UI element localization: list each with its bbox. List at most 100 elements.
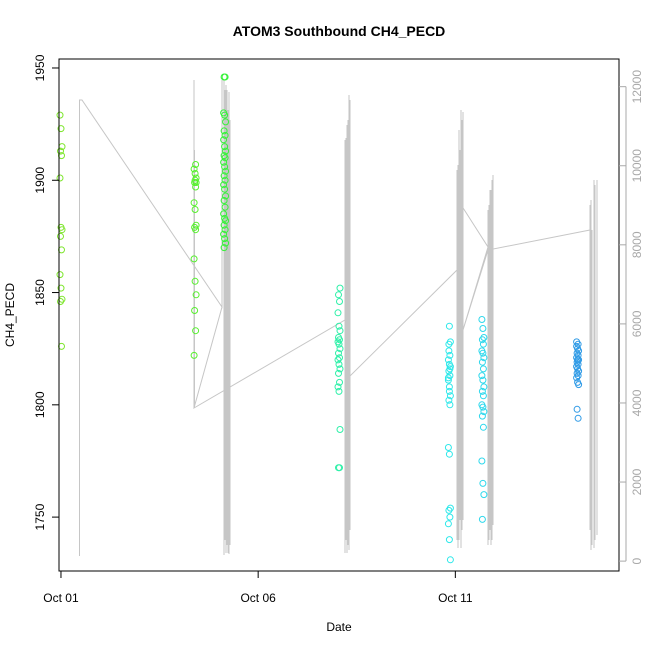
data-point <box>222 192 230 200</box>
data-points-layer <box>56 73 583 564</box>
data-point <box>335 291 342 299</box>
data-point <box>479 403 487 411</box>
data-point <box>334 356 342 364</box>
data-point <box>480 408 488 416</box>
data-point <box>479 392 487 400</box>
data-point <box>478 316 486 323</box>
data-point <box>221 143 229 151</box>
data-point <box>478 358 486 366</box>
data-point <box>221 235 229 243</box>
data-point <box>220 210 228 218</box>
data-point <box>336 345 344 353</box>
data-point <box>446 392 454 400</box>
data-point <box>334 383 342 391</box>
data-point <box>191 170 199 177</box>
x-axis: Oct 01 Oct 06 Oct 11 <box>43 570 473 605</box>
data-point <box>479 325 487 332</box>
data-point <box>336 426 344 433</box>
data-point <box>222 217 230 225</box>
data-point <box>574 414 582 422</box>
data-point <box>479 365 487 373</box>
data-point <box>446 351 454 359</box>
data-point <box>221 73 229 81</box>
data-point <box>221 203 229 211</box>
data-point <box>57 232 64 240</box>
data-point <box>336 327 344 335</box>
data-point <box>336 464 343 472</box>
data-point <box>335 360 343 368</box>
data-point <box>478 372 486 380</box>
data-point <box>479 376 487 384</box>
data-point <box>336 365 344 373</box>
data-point <box>192 161 200 168</box>
data-point <box>190 199 198 207</box>
data-point <box>191 206 199 213</box>
data-point <box>192 226 200 234</box>
data-point <box>336 298 343 305</box>
data-point <box>444 374 452 382</box>
data-point <box>335 349 342 357</box>
data-point <box>221 176 229 184</box>
data-point <box>335 322 343 330</box>
data-point <box>334 309 342 317</box>
data-point <box>445 322 453 330</box>
data-point <box>445 383 453 391</box>
secondary-y-tick-label: 12000 <box>630 70 644 104</box>
data-point <box>192 179 200 186</box>
data-point <box>445 340 453 348</box>
data-point <box>221 185 229 193</box>
plot-frame <box>58 58 620 572</box>
data-point <box>479 349 487 357</box>
data-point <box>191 307 199 314</box>
data-point <box>221 154 229 162</box>
data-point <box>190 165 198 173</box>
data-point <box>57 147 64 155</box>
data-point <box>220 181 228 189</box>
data-point <box>445 536 453 544</box>
data-point <box>478 515 486 523</box>
data-point <box>190 351 198 359</box>
data-point <box>221 111 229 119</box>
x-tick-label: Oct 11 <box>438 591 473 605</box>
secondary-y-tick-label: 10000 <box>630 149 644 183</box>
secondary-y-tick-label: 0 <box>630 557 644 564</box>
data-point <box>222 239 230 247</box>
data-point <box>221 226 229 234</box>
data-point <box>446 513 454 521</box>
data-point <box>220 158 228 166</box>
y-tick-label: 1850 <box>33 279 47 306</box>
data-point <box>336 378 343 386</box>
data-point <box>56 111 64 119</box>
data-point <box>220 221 228 229</box>
y-tick-label: 1800 <box>33 391 47 418</box>
data-point <box>478 387 486 395</box>
y-tick-label: 1900 <box>33 167 47 194</box>
data-point <box>192 291 200 299</box>
data-point <box>478 336 486 344</box>
data-point <box>220 230 228 238</box>
data-point <box>336 284 344 292</box>
data-point <box>575 381 583 389</box>
secondary-y-axis: 0 2000 4000 6000 8000 10000 12000 <box>619 70 644 564</box>
secondary-y-tick-label: 2000 <box>630 468 644 495</box>
data-point <box>478 457 486 465</box>
x-tick-label: Oct 01 <box>43 591 79 605</box>
data-point <box>444 376 452 384</box>
data-point <box>190 255 198 263</box>
data-point <box>445 506 453 514</box>
data-point <box>479 340 487 348</box>
data-point <box>445 396 453 404</box>
secondary-trace-layer <box>79 80 598 556</box>
data-point <box>480 383 488 391</box>
data-point <box>335 340 343 348</box>
data-point <box>220 127 228 135</box>
secondary-y-tick-label: 8000 <box>630 231 644 258</box>
data-point <box>57 298 64 305</box>
data-point <box>445 387 453 395</box>
data-point <box>480 354 488 362</box>
data-point <box>478 412 486 420</box>
data-point <box>446 365 454 373</box>
data-point <box>480 491 488 499</box>
data-point <box>445 450 453 458</box>
